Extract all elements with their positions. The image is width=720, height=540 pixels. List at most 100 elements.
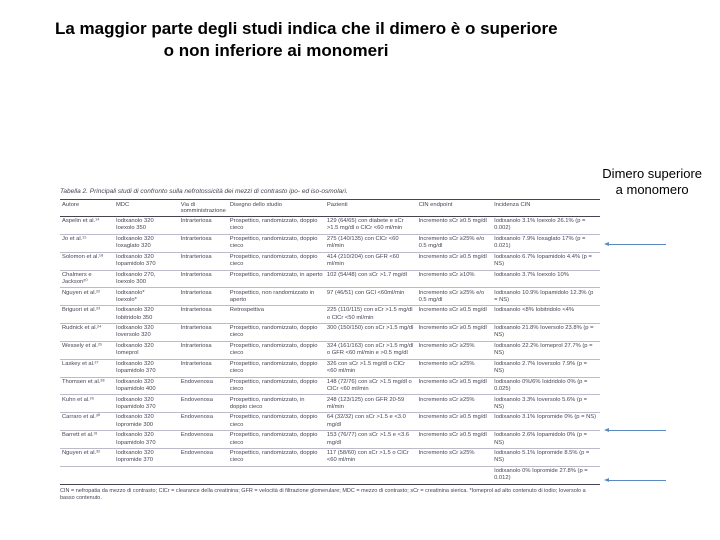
table-row: Solomon et al.¹⁸Iodixanolo 320Iopamidolo… (60, 252, 600, 270)
table-cell: Solomon et al.¹⁸ (60, 252, 114, 270)
table-cell: Prospettico, randomizzato, doppio cieco (228, 217, 325, 235)
table-cell: Barrett et al.³¹ (60, 431, 114, 449)
table-cell: 102 (54/48) con sCr >1.7 mg/dl (325, 270, 417, 288)
table-cell: Intrarteriosa (179, 270, 228, 288)
table-cell: 414 (210/204) con GFR <60 ml/min (325, 252, 417, 270)
table-cell: Rudnick et al.²⁴ (60, 324, 114, 342)
title-line-2: o non inferiore ai monomeri (164, 41, 389, 60)
table-cell: Prospettico, randomizzato, doppio cieco (228, 377, 325, 395)
table-cell: Iodixanolo 2.7% Ioversolo 7.9% (p = NS) (492, 359, 600, 377)
table-row: Nguyen et al.²²Iodixanolo*Ioexolo*Intrar… (60, 288, 600, 306)
table-cell: Intrarteriosa (179, 252, 228, 270)
table-cell: Incremento sCr ≥0.5 mg/dl (417, 217, 493, 235)
table-cell: Incremento sCr ≥0.5 mg/dl (417, 377, 493, 395)
table-cell: Carraro et al.³⁰ (60, 413, 114, 431)
table-cell: Iodixanolo 22.2% Iomeprol 27.7% (p = NS) (492, 341, 600, 359)
table-cell: 117 (58/60) con sCr >1.5 o ClCr <60 ml/m… (325, 448, 417, 466)
table-cell: Iodixanolo 320Ioversolo 320 (114, 324, 179, 342)
table-container: Tabella 2. Principali studi di confronto… (60, 188, 600, 502)
table-cell: 326 con sCr >1.5 mg/dl o ClCr <60 ml/min (325, 359, 417, 377)
table-cell: 324 (161/163) con sCr >1.5 mg/dl o GFR <… (325, 341, 417, 359)
table-cell: Endovenosa (179, 413, 228, 431)
table-cell: Iodixanolo 320Ioxaglato 320 (114, 234, 179, 252)
table-cell: Intrarteriosa (179, 234, 228, 252)
table-cell: Incremento sCr ≥25% (417, 341, 493, 359)
comparison-table: AutoreMDCVia di somministrazioneDisegno … (60, 199, 600, 485)
table-cell: Prospettico, randomizzato, doppio cieco (228, 413, 325, 431)
table-cell: Aspelin et al.¹⁴ (60, 217, 114, 235)
table-cell: Iodixanolo 3.1% Ioexolo 26.1% (p = 0.002… (492, 217, 600, 235)
table-cell: Incremento sCr ≥25% (417, 359, 493, 377)
table-cell: Iodixanolo 0%/6% Ioidridolo 0% (p = 0.02… (492, 377, 600, 395)
table-cell: Prospettico, non randomizzato in aperto (228, 288, 325, 306)
table-header: Autore (60, 200, 114, 217)
table-cell: Incremento sCr ≥10% (417, 270, 493, 288)
table-cell: Briguori et al.²³ (60, 306, 114, 324)
table-cell: Iodixanolo 3.1% Iopromide 0% (p = NS) (492, 413, 600, 431)
pointer-arrow (608, 480, 666, 481)
title-line-1: La maggior parte degli studi indica che … (55, 19, 558, 38)
table-cell: Incremento sCr ≥0.5 mg/dl (417, 431, 493, 449)
table-cell: Jo et al.¹⁵ (60, 234, 114, 252)
table-cell: Iodixanolo 320Iopamidolo 370 (114, 252, 179, 270)
table-cell: Iodixanolo 10.9% Iopamidolo 12.3% (p = N… (492, 288, 600, 306)
table-cell: Incremento sCr ≥0.5 mg/dl (417, 306, 493, 324)
table-cell: Iodixanolo 320Iopamidolo 370 (114, 359, 179, 377)
table-row: Iodixanolo 0% Iopromide 27.8% (p = 0.012… (60, 466, 600, 484)
table-cell: Incremento sCr ≥25% e/o 0.5 mg/dl (417, 234, 493, 252)
table-cell: Iodixanolo <8% Iobitridolo <4% (492, 306, 600, 324)
table-cell: Kuhn et al.²⁹ (60, 395, 114, 413)
table-row: Aspelin et al.¹⁴Iodixanolo 320Ioexolo 35… (60, 217, 600, 235)
table-cell: Endovenosa (179, 431, 228, 449)
table-cell: Intrarteriosa (179, 306, 228, 324)
table-row: Barrett et al.³¹Iodixanolo 320Iopamidolo… (60, 431, 600, 449)
table-cell: Iodixanolo 320Iopamidolo 370 (114, 395, 179, 413)
table-row: Rudnick et al.²⁴Iodixanolo 320Ioversolo … (60, 324, 600, 342)
table-cell: Prospettico, randomizzato, doppio cieco (228, 448, 325, 466)
table-cell: 248 (123/125) con GFR 20-59 ml/min (325, 395, 417, 413)
table-cell: Iodixanolo 6.7% Iopamidolo 4.4% (p = NS) (492, 252, 600, 270)
table-cell: Intrarteriosa (179, 217, 228, 235)
table-cell: Iodixanolo 2.6% Iopamidolo 0% (p = NS) (492, 431, 600, 449)
table-cell: 300 (150/150) con sCr >1.5 mg/dl (325, 324, 417, 342)
table-row: Briguori et al.²³Iodixanolo 320Iobitrido… (60, 306, 600, 324)
table-cell: Iodixanolo 320Iopromide 370 (114, 448, 179, 466)
table-cell: Prospettico, randomizzato, in aperto (228, 270, 325, 288)
table-header: Via di somministrazione (179, 200, 228, 217)
table-cell: Nguyen et al.²² (60, 288, 114, 306)
table-cell (179, 466, 228, 484)
annotation-line-2: a monomero (616, 182, 689, 197)
pointer-arrow (608, 244, 666, 245)
table-row: Laskey et al.²⁷Iodixanolo 320Iopamidolo … (60, 359, 600, 377)
table-row: Wessely et al.²⁵Iodixanolo 320IomeprolIn… (60, 341, 600, 359)
side-annotation: Dimero superiore a monomero (602, 166, 702, 199)
table-cell: Prospettico, randomizzato, doppio cieco (228, 341, 325, 359)
table-cell (114, 466, 179, 484)
table-cell: Incremento sCr ≥25% e/o 0.5 mg/dl (417, 288, 493, 306)
table-cell: Iodixanolo 21.8% Ioversolo 23.8% (p = NS… (492, 324, 600, 342)
table-cell (228, 466, 325, 484)
table-cell: Iodixanolo 320Iopamidolo 370 (114, 431, 179, 449)
table-cell: 225 (110/115) con sCr >1.5 mg/dl o ClCr … (325, 306, 417, 324)
table-cell (325, 466, 417, 484)
table-cell: 97 (46/51) con GCl <60ml/min (325, 288, 417, 306)
table-row: Thomsen et al.²⁸Iodixanolo 320Iopamidolo… (60, 377, 600, 395)
table-cell: Intrarteriosa (179, 359, 228, 377)
table-cell: 275 (140/135) con ClCr <60 ml/min (325, 234, 417, 252)
table-cell (60, 466, 114, 484)
table-cell: Iodixanolo 320Iobitridolo 350 (114, 306, 179, 324)
table-cell: Nguyen et al.³² (60, 448, 114, 466)
table-cell: Incremento sCr ≥0.5 mg/dl (417, 413, 493, 431)
table-cell: Incremento sCr ≥0.5 mg/dl (417, 324, 493, 342)
table-cell: Iodixanolo*Ioexolo* (114, 288, 179, 306)
table-cell: Wessely et al.²⁵ (60, 341, 114, 359)
table-caption: Tabella 2. Principali studi di confronto… (60, 188, 600, 195)
pointer-arrow (608, 430, 666, 431)
table-row: Carraro et al.³⁰Iodixanolo 320Iopromide … (60, 413, 600, 431)
table-cell (417, 466, 493, 484)
table-cell: Thomsen et al.²⁸ (60, 377, 114, 395)
slide-title: La maggior parte degli studi indica che … (0, 0, 720, 62)
table-cell: Endovenosa (179, 448, 228, 466)
table-cell: Laskey et al.²⁷ (60, 359, 114, 377)
table-cell: Iodixanolo 320Iopromide 300 (114, 413, 179, 431)
